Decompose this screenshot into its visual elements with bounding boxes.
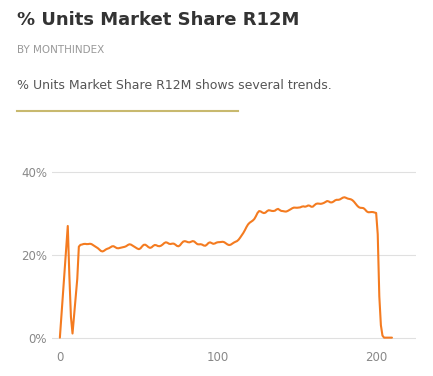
Text: % Units Market Share R12M: % Units Market Share R12M [17,11,300,29]
Text: % Units Market Share R12M shows several trends.: % Units Market Share R12M shows several … [17,79,332,92]
Text: BY MONTHINDEX: BY MONTHINDEX [17,45,105,55]
